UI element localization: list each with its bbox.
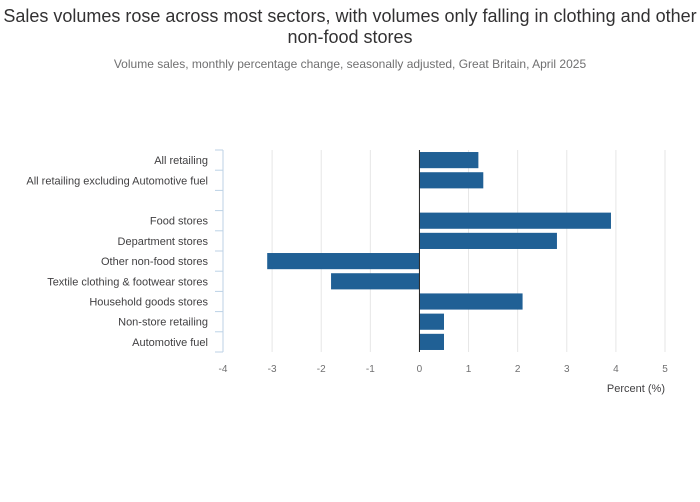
- bar: [419, 152, 479, 169]
- category-label: Automotive fuel: [132, 337, 208, 349]
- x-tick-label: 4: [613, 364, 619, 375]
- category-label: Household goods stores: [89, 297, 208, 309]
- bar: [419, 212, 611, 229]
- category-label: All retailing excluding Automotive fuel: [26, 175, 208, 187]
- bar: [267, 253, 420, 270]
- bar: [419, 232, 557, 249]
- category-label: Department stores: [118, 236, 209, 248]
- x-tick-label: 3: [564, 364, 570, 375]
- x-tick-label: -2: [317, 364, 326, 375]
- bar: [419, 293, 523, 310]
- x-tick-label: 0: [417, 364, 423, 375]
- x-tick-label: 1: [466, 364, 472, 375]
- bar: [419, 333, 444, 350]
- category-label: Non-store retailing: [118, 317, 208, 329]
- category-label: Textile clothing & footwear stores: [47, 276, 208, 288]
- category-label: All retailing: [154, 155, 208, 167]
- x-axis: -4 -3 -2 -1 0 1 2 3 4 5: [219, 364, 669, 375]
- bar: [331, 273, 420, 290]
- category-label: Food stores: [150, 216, 209, 228]
- y-axis: All retailing All retailing excluding Aut…: [26, 149, 224, 353]
- bar: [419, 313, 444, 330]
- bar: [419, 172, 484, 189]
- x-axis-title: Percent (%): [607, 383, 665, 395]
- x-tick-label: -3: [268, 364, 277, 375]
- x-tick-label: 2: [515, 364, 521, 375]
- x-tick-label: -4: [219, 364, 228, 375]
- category-label: Other non-food stores: [101, 256, 209, 268]
- x-tick-label: -1: [366, 364, 375, 375]
- chart-title: Sales volumes rose across most sectors, …: [3, 6, 697, 47]
- bars: [267, 150, 611, 352]
- chart-subtitle: Volume sales, monthly percentage change,…: [113, 57, 587, 71]
- x-tick-label: 5: [662, 364, 668, 375]
